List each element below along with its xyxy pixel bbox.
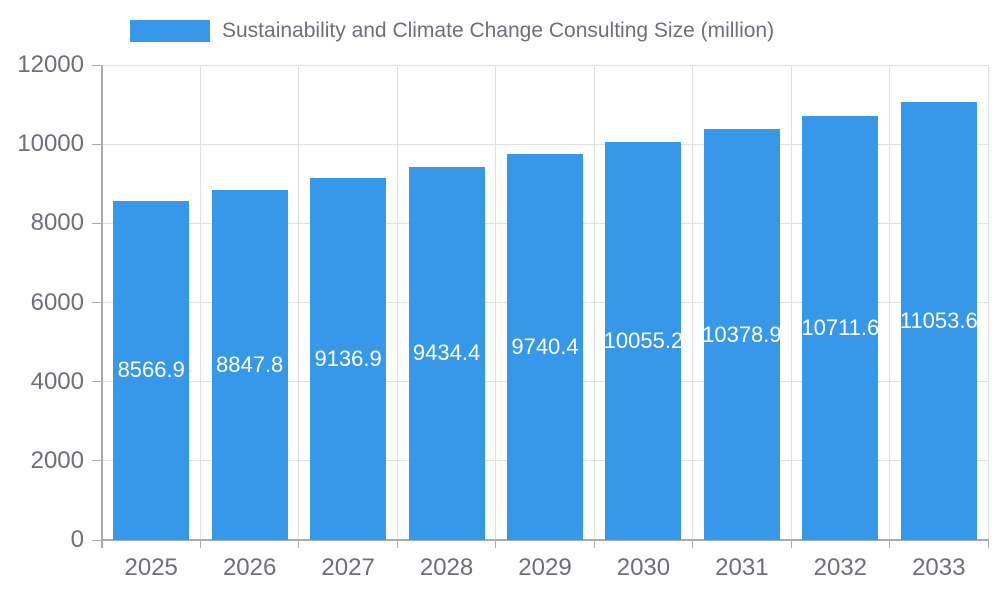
bar-2031[interactable]: 10378.9	[703, 129, 780, 540]
x-axis-label-2029: 2029	[518, 554, 572, 581]
gridline-vertical	[987, 65, 989, 540]
y-axis-tick	[92, 64, 102, 66]
x-axis-tick	[790, 540, 792, 548]
bar-value-label: 10055.2	[605, 327, 682, 353]
x-axis-tick	[987, 540, 989, 548]
x-axis-label-2030: 2030	[616, 554, 671, 581]
bar-2028[interactable]: 9434.4	[408, 166, 485, 540]
x-axis-tick	[495, 540, 497, 548]
bar-2032[interactable]: 10711.6	[802, 115, 879, 540]
x-axis-line	[101, 539, 989, 541]
gridline-vertical	[298, 65, 300, 540]
bar-value-label: 9434.4	[412, 340, 481, 366]
y-axis-tick	[92, 302, 102, 303]
y-axis-label: 10000	[17, 130, 84, 158]
bar-value-label: 10378.9	[703, 321, 780, 347]
bar-value-label: 8566.9	[117, 357, 185, 383]
y-axis-tick	[92, 460, 102, 462]
bar-2025[interactable]: 8566.9	[113, 200, 190, 540]
x-axis-tick	[692, 540, 694, 548]
x-axis-label-2027: 2027	[321, 554, 375, 581]
y-axis-tick	[92, 143, 102, 145]
gridline-vertical	[495, 65, 497, 540]
y-axis-line	[101, 65, 103, 548]
bar-2030[interactable]: 10055.2	[605, 141, 682, 540]
legend-swatch	[130, 20, 210, 42]
x-axis-label-2032: 2032	[813, 554, 868, 581]
y-axis-label: 8000	[30, 209, 84, 237]
x-axis-label-2033: 2033	[912, 554, 966, 581]
bar-value-label: 8847.8	[216, 351, 284, 377]
bar-value-label: 10711.6	[802, 314, 879, 340]
x-axis-label-2031: 2031	[715, 554, 769, 581]
x-axis-tick	[199, 540, 201, 548]
x-axis-tick	[298, 540, 300, 548]
bar-2026[interactable]: 8847.8	[211, 189, 288, 540]
x-axis-tick	[889, 540, 891, 548]
x-axis-tick	[396, 540, 398, 548]
x-axis-label-2025: 2025	[124, 554, 178, 581]
y-axis-label: 6000	[30, 288, 84, 316]
y-axis-label: 0	[70, 526, 84, 553]
y-axis-tick	[92, 539, 102, 541]
bar-2029[interactable]: 9740.4	[507, 154, 583, 540]
bar-value-label: 9136.9	[314, 346, 382, 372]
gridline-vertical	[692, 65, 694, 540]
y-axis-tick	[92, 381, 102, 383]
y-axis-label: 4000	[30, 367, 84, 395]
bar-2027[interactable]: 9136.9	[310, 178, 387, 540]
gridline-horizontal	[102, 143, 988, 145]
gridline-horizontal	[102, 64, 988, 66]
x-axis-label-2026: 2026	[222, 554, 277, 581]
gridline-vertical	[790, 65, 792, 540]
legend-label: Sustainability and Climate Change Consul…	[222, 19, 775, 42]
y-axis-label: 12000	[17, 51, 84, 78]
gridline-vertical	[889, 65, 891, 540]
gridline-vertical	[199, 65, 201, 540]
gridline-vertical	[396, 65, 398, 540]
bar-value-label: 9740.4	[511, 334, 579, 360]
gridline-vertical	[593, 65, 595, 540]
bar-value-label: 11053.6	[900, 308, 977, 334]
legend[interactable]: Sustainability and Climate Change Consul…	[130, 18, 774, 44]
x-axis-label-2028: 2028	[419, 554, 474, 581]
y-axis-label: 2000	[30, 446, 84, 474]
bar-2033[interactable]: 11053.6	[900, 102, 977, 540]
y-axis-tick	[92, 222, 102, 224]
x-axis-tick	[593, 540, 595, 548]
x-axis-tick	[101, 540, 103, 548]
